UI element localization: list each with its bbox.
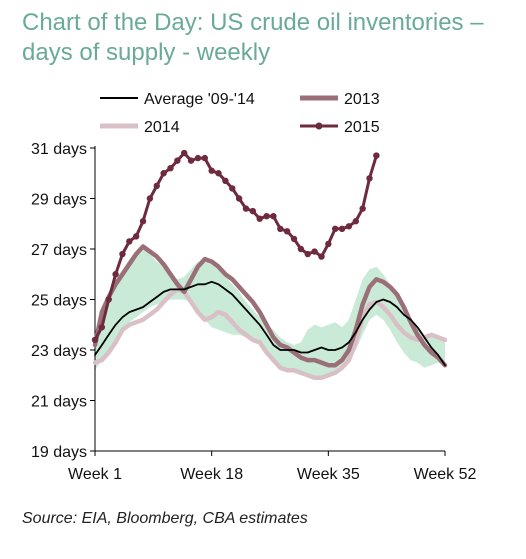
legend-marker-2015 [315,122,323,130]
series-point-y2015 [311,248,318,255]
series-point-y2015 [283,228,291,235]
series-point-y2015 [153,182,160,190]
series-point-y2015 [146,195,154,202]
series-point-y2015 [126,238,133,245]
series-point-y2015 [194,154,202,162]
series-point-y2015 [160,170,167,177]
series-point-y2015 [270,212,277,220]
series-point-y2015 [352,218,359,225]
series-point-y2015 [325,240,332,248]
y-tick-label: 23 days [31,343,87,360]
series-point-y2015 [187,157,195,164]
series-point-y2015 [229,185,236,192]
chart-title: Chart of the Day: US crude oil inventori… [22,9,484,66]
series-point-y2015 [277,225,284,232]
y-tick-label: 25 days [31,293,87,310]
legend-label-2014: 2014 [144,119,180,136]
series-line-average [94,280,446,367]
y-tick-label: 31 days [31,141,87,158]
y-tick-label: 29 days [31,192,87,209]
series-point-y2015 [105,296,112,303]
series-point-y2015 [181,149,188,157]
series-line-y2015 [93,151,365,342]
x-tick-label: Week 1 [68,466,122,483]
series-point-y2015 [338,225,346,232]
series-point-y2015 [263,212,270,220]
series-point-y2015 [119,250,126,258]
series-point-y2015 [201,154,209,162]
series-point-y2015 [139,218,147,225]
series-line-y2015-tail [361,154,378,211]
legend-label-2015: 2015 [344,119,380,136]
series-line-y2013 [92,244,448,368]
legend: Average '09-'14 2013 2014 2015 [100,91,380,136]
x-tick-label: Week 52 [414,466,477,483]
series-point-y2015 [174,157,181,164]
series-point-y2015 [208,167,215,174]
series-point-y2015 [222,177,229,185]
series-point-y2015 [167,165,174,172]
series-point-y2015 [318,253,325,260]
plot-area: 19 days 21 days 23 days 25 days 27 days 29 da… [31,141,477,483]
series-point-y2015 [366,175,373,182]
series-point-y2015 [297,245,305,253]
source-note: Source: EIA, Bloomberg, CBA estimates [22,510,308,527]
series-point-y2015 [98,324,106,331]
x-tick-label: Week 35 [297,466,360,483]
x-tick-label: Week 18 [180,466,243,483]
series-point-y2015 [249,207,257,215]
series-point-y2015 [373,152,380,159]
series-point-y2015 [359,205,366,212]
series-point-y2015 [242,205,250,212]
series-point-y2015 [345,223,353,230]
series-point-y2015 [112,271,119,278]
chart: Average '09-'14 2013 2014 2015 19 days 21… [31,91,477,483]
series-point-y2015 [331,225,339,232]
series-point-y2015 [256,215,263,222]
series-point-y2015 [304,250,311,258]
y-tick-label: 27 days [31,242,87,259]
legend-label-average: Average '09-'14 [144,91,255,108]
y-tick-label: 21 days [31,394,87,411]
series-point-y2015 [132,233,140,240]
series-point-y2015 [290,235,298,243]
series-point-y2015 [215,170,222,177]
series-line-y2014 [92,287,448,381]
series-point-y2015 [235,195,243,202]
y-tick-label: 19 days [31,444,87,461]
range-band [95,249,445,378]
legend-label-2013: 2013 [344,91,380,108]
series-point-y2015 [91,336,99,344]
